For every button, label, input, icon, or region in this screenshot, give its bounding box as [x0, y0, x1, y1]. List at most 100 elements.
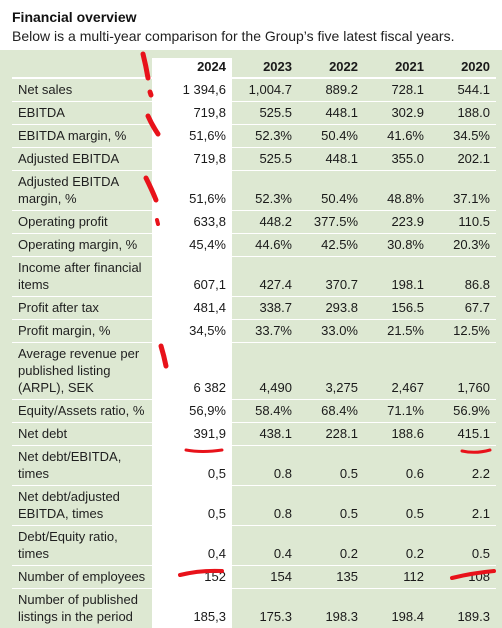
row-label: Adjusted EBITDA	[12, 148, 152, 171]
value-cell-2023: 33.7%	[232, 320, 298, 343]
value-cell-2024: 34,5%	[152, 320, 232, 343]
value-cell-2022: 448.1	[298, 148, 364, 171]
value-cell-2022: 293.8	[298, 297, 364, 320]
value-cell-2022: 889.2	[298, 78, 364, 102]
value-cell-2021: 112	[364, 566, 430, 589]
value-cell-2020: 188.0	[430, 102, 496, 125]
value-cell-2020: 0.5	[430, 526, 496, 566]
value-cell-2022: 228.1	[298, 423, 364, 446]
value-cell-2023: 525.5	[232, 148, 298, 171]
value-cell-2023: 58.4%	[232, 400, 298, 423]
table-row: Average revenue per published listing (A…	[12, 343, 496, 400]
value-cell-2021: 71.1%	[364, 400, 430, 423]
value-cell-2023: 0.8	[232, 486, 298, 526]
value-cell-2023: 448.2	[232, 211, 298, 234]
value-cell-2020: 202.1	[430, 148, 496, 171]
value-cell-2020: 67.7	[430, 297, 496, 320]
row-label: Operating margin, %	[12, 234, 152, 257]
value-cell-2024: 719,8	[152, 148, 232, 171]
value-cell-2024: 152	[152, 566, 232, 589]
report-header: Financial overview Below is a multi-year…	[0, 0, 502, 50]
table-row: Operating margin, %45,4%44.6%42.5%30.8%2…	[12, 234, 496, 257]
row-label: Number of published listings in the peri…	[12, 589, 152, 628]
table-row: Equity/Assets ratio, %56,9%58.4%68.4%71.…	[12, 400, 496, 423]
value-cell-2020: 415.1	[430, 423, 496, 446]
value-cell-2021: 0.2	[364, 526, 430, 566]
value-cell-2023: 154	[232, 566, 298, 589]
value-cell-2021: 198.4	[364, 589, 430, 628]
value-cell-2020: 544.1	[430, 78, 496, 102]
value-cell-2023: 52.3%	[232, 171, 298, 211]
value-cell-2021: 0.6	[364, 446, 430, 486]
value-cell-2022: 198.3	[298, 589, 364, 628]
value-cell-2021: 355.0	[364, 148, 430, 171]
value-cell-2022: 135	[298, 566, 364, 589]
row-label: Net sales	[12, 78, 152, 102]
value-cell-2023: 525.5	[232, 102, 298, 125]
row-label: Operating profit	[12, 211, 152, 234]
value-cell-2021: 156.5	[364, 297, 430, 320]
value-cell-2020: 110.5	[430, 211, 496, 234]
value-cell-2021: 2,467	[364, 343, 430, 400]
value-cell-2022: 50.4%	[298, 125, 364, 148]
value-cell-2024: 6 382	[152, 343, 232, 400]
row-label: Net debt/EBITDA, times	[12, 446, 152, 486]
value-cell-2020: 108	[430, 566, 496, 589]
row-label: Number of employees	[12, 566, 152, 589]
value-cell-2022: 370.7	[298, 257, 364, 297]
value-cell-2020: 34.5%	[430, 125, 496, 148]
value-cell-2021: 223.9	[364, 211, 430, 234]
value-cell-2021: 188.6	[364, 423, 430, 446]
row-label: Income after financial items	[12, 257, 152, 297]
value-cell-2021: 48.8%	[364, 171, 430, 211]
page-title: Financial overview	[12, 9, 137, 25]
value-cell-2020: 37.1%	[430, 171, 496, 211]
year-header-2023: 2023	[232, 58, 298, 78]
value-cell-2020: 12.5%	[430, 320, 496, 343]
value-cell-2024: 0,5	[152, 446, 232, 486]
value-cell-2022: 50.4%	[298, 171, 364, 211]
value-cell-2020: 20.3%	[430, 234, 496, 257]
year-header-2022: 2022	[298, 58, 364, 78]
value-cell-2022: 377.5%	[298, 211, 364, 234]
value-cell-2021: 0.5	[364, 486, 430, 526]
table-row: Number of published listings in the peri…	[12, 589, 496, 628]
value-cell-2024: 1 394,6	[152, 78, 232, 102]
value-cell-2020: 1,760	[430, 343, 496, 400]
table-row: Adjusted EBITDA margin, %51,6%52.3%50.4%…	[12, 171, 496, 211]
value-cell-2024: 45,4%	[152, 234, 232, 257]
value-cell-2024: 391,9	[152, 423, 232, 446]
value-cell-2024: 0,4	[152, 526, 232, 566]
value-cell-2020: 2.2	[430, 446, 496, 486]
value-cell-2022: 33.0%	[298, 320, 364, 343]
value-cell-2021: 198.1	[364, 257, 430, 297]
value-cell-2022: 0.5	[298, 446, 364, 486]
value-cell-2024: 719,8	[152, 102, 232, 125]
value-cell-2023: 338.7	[232, 297, 298, 320]
value-cell-2023: 52.3%	[232, 125, 298, 148]
value-cell-2020: 2.1	[430, 486, 496, 526]
value-cell-2024: 481,4	[152, 297, 232, 320]
value-cell-2021: 302.9	[364, 102, 430, 125]
page-subtitle: Below is a multi-year comparison for the…	[12, 28, 454, 44]
value-cell-2024: 633,8	[152, 211, 232, 234]
row-label: Net debt/adjusted EBITDA, times	[12, 486, 152, 526]
value-cell-2023: 1,004.7	[232, 78, 298, 102]
value-cell-2023: 438.1	[232, 423, 298, 446]
value-cell-2021: 728.1	[364, 78, 430, 102]
row-label: Debt/Equity ratio, times	[12, 526, 152, 566]
value-cell-2024: 185,3	[152, 589, 232, 628]
value-cell-2021: 41.6%	[364, 125, 430, 148]
table-row: Profit margin, %34,5%33.7%33.0%21.5%12.5…	[12, 320, 496, 343]
value-cell-2023: 0.4	[232, 526, 298, 566]
